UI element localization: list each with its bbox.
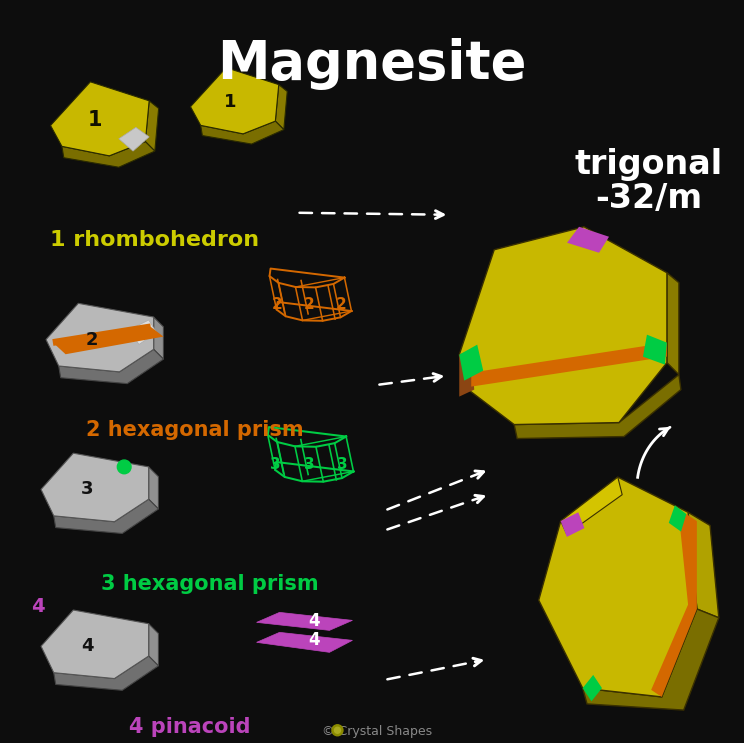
Text: 3: 3 [337, 458, 347, 473]
Text: 3: 3 [270, 458, 280, 473]
Text: 4: 4 [309, 612, 321, 630]
Polygon shape [257, 612, 353, 630]
Polygon shape [154, 317, 164, 359]
Text: trigonal: trigonal [575, 148, 723, 181]
Polygon shape [567, 227, 609, 253]
Polygon shape [41, 610, 149, 678]
Polygon shape [539, 477, 697, 697]
Polygon shape [561, 512, 584, 537]
Polygon shape [54, 499, 158, 533]
Polygon shape [561, 477, 622, 534]
Polygon shape [583, 675, 602, 701]
Text: 4: 4 [309, 632, 321, 649]
Polygon shape [190, 68, 279, 134]
Polygon shape [257, 632, 353, 652]
Polygon shape [514, 374, 681, 438]
Polygon shape [51, 82, 149, 156]
Text: 1 rhombohedron: 1 rhombohedron [50, 230, 260, 250]
Polygon shape [459, 227, 667, 424]
Polygon shape [53, 327, 164, 354]
Text: 2: 2 [304, 297, 315, 312]
Polygon shape [119, 127, 149, 151]
Polygon shape [129, 320, 156, 345]
Polygon shape [688, 512, 719, 617]
Polygon shape [471, 343, 667, 386]
Polygon shape [459, 350, 474, 397]
Polygon shape [62, 142, 155, 167]
Polygon shape [669, 505, 686, 532]
Text: 2: 2 [86, 331, 98, 348]
Polygon shape [145, 101, 158, 151]
Polygon shape [41, 453, 149, 522]
Polygon shape [275, 85, 287, 129]
Text: 2 hexagonal prism: 2 hexagonal prism [86, 420, 304, 440]
Polygon shape [643, 334, 667, 365]
Text: 4: 4 [31, 597, 45, 617]
Polygon shape [149, 467, 158, 509]
Polygon shape [459, 345, 483, 380]
Text: 1: 1 [88, 110, 103, 130]
Polygon shape [201, 121, 284, 144]
Text: © Crystal Shapes: © Crystal Shapes [322, 725, 432, 739]
Polygon shape [667, 273, 679, 374]
Polygon shape [59, 349, 164, 383]
Text: Magnesite: Magnesite [217, 38, 526, 90]
Text: 3: 3 [304, 458, 315, 473]
Polygon shape [46, 303, 154, 372]
Text: 4 pinacoid: 4 pinacoid [129, 717, 251, 737]
Circle shape [118, 460, 131, 474]
Circle shape [332, 724, 343, 736]
Polygon shape [149, 623, 158, 666]
Text: 1: 1 [224, 93, 237, 111]
Text: 3: 3 [81, 481, 93, 499]
Text: 2: 2 [272, 297, 282, 312]
Text: 3 hexagonal prism: 3 hexagonal prism [101, 574, 318, 594]
Text: -32/m: -32/m [595, 182, 702, 215]
Circle shape [335, 727, 341, 733]
Polygon shape [651, 514, 697, 697]
Polygon shape [54, 656, 158, 690]
Text: 4: 4 [81, 637, 93, 655]
Polygon shape [583, 609, 719, 710]
Text: 2: 2 [336, 297, 346, 312]
